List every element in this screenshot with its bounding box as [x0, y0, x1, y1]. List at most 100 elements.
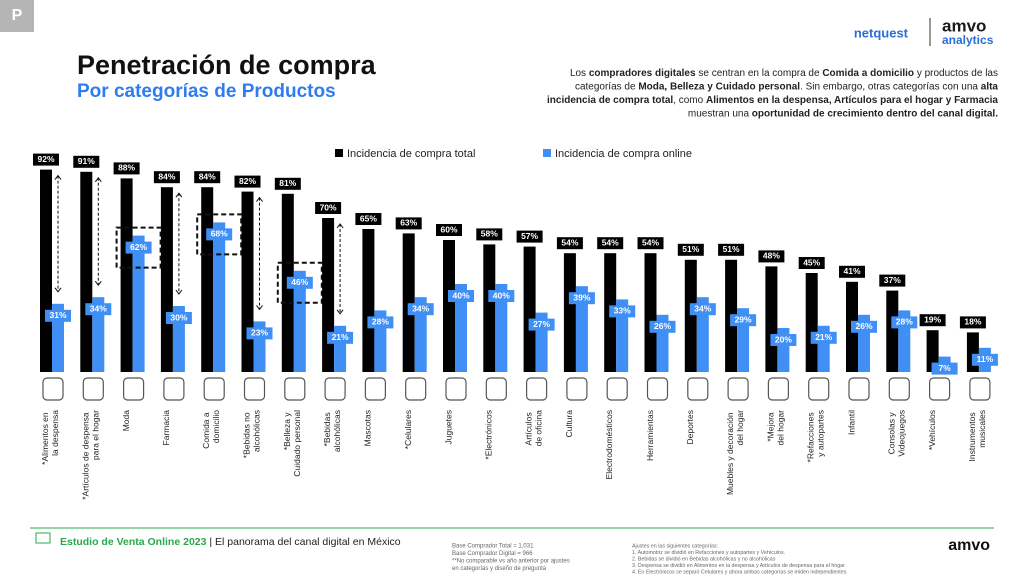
category-icon [969, 377, 991, 401]
value-label: 21% [815, 332, 832, 342]
value-label-bg [286, 276, 313, 289]
category-label-line: Artículos [524, 410, 534, 445]
value-label: 37% [884, 275, 901, 285]
bar [414, 297, 427, 372]
category-label-line: domicilio [211, 410, 221, 443]
category-icon [364, 377, 386, 401]
bar [696, 297, 709, 372]
value-label: 48% [763, 251, 780, 261]
value-label-bg [528, 318, 555, 331]
arrow-head [94, 176, 102, 287]
value-label: 39% [573, 292, 590, 302]
value-label-bg [597, 237, 624, 250]
description-run: en [748, 68, 762, 79]
highlight-box [196, 213, 243, 256]
value-label-bg [234, 175, 261, 188]
category-label-line: *Mejora [766, 410, 776, 442]
category-label-line: *Belleza y [282, 410, 292, 450]
category-icon [122, 377, 145, 401]
bar [575, 286, 588, 372]
base-note: **No comparable vs año anterior por ajus… [452, 559, 570, 565]
bar [92, 297, 105, 372]
bar [523, 246, 536, 372]
value-label-bg [718, 243, 745, 256]
category-icon [928, 377, 951, 401]
description-run: y [946, 95, 954, 106]
value-label: 27% [533, 319, 550, 329]
bar [616, 299, 629, 372]
value-label-bg [637, 237, 664, 250]
category-label-line: del hogar [735, 410, 745, 446]
category-icon [606, 377, 628, 401]
value-label-bg [125, 241, 152, 254]
category-label-line: y autopartes [816, 410, 826, 457]
value-label-bg [677, 243, 704, 256]
category-label: *Electrónicos [484, 410, 494, 460]
title: Penetración de compra [77, 50, 377, 80]
category-label: *Alimentos en la despensa [40, 410, 60, 465]
value-label-bg [891, 316, 918, 329]
category-icon [485, 377, 507, 401]
arrow-head [336, 223, 344, 315]
description-run: compra [772, 68, 808, 79]
description-line: categorías de Moda, Belleza y Cuidado pe… [575, 81, 998, 92]
category-icon [727, 377, 749, 401]
value-label: 68% [211, 229, 228, 239]
bar [644, 253, 657, 372]
value-label-bg [810, 331, 837, 344]
value-label-bg [730, 314, 757, 327]
category-icon [82, 377, 104, 401]
category-label-line: *Artículos de despensa [81, 410, 91, 500]
category-label-line: Consolas y [887, 410, 897, 454]
bar [926, 330, 939, 372]
description-run: canal [937, 108, 965, 119]
value-label-bg [73, 155, 100, 168]
value-label: 11% [977, 354, 994, 364]
category-icon [767, 377, 790, 401]
value-label: 51% [682, 244, 699, 254]
amvo-logo: amvo [942, 16, 986, 35]
value-label-bg [165, 312, 192, 324]
bar [213, 222, 226, 372]
category-label-line: *Bebidas [322, 410, 332, 446]
value-label-bg [315, 202, 342, 214]
value-label-bg [476, 228, 503, 241]
bar [132, 235, 145, 372]
category-label-line: *Bebidas no [242, 410, 252, 458]
description-run: centran [712, 68, 748, 79]
category-icon [405, 377, 427, 401]
value-label-bg [959, 316, 986, 329]
bar [886, 290, 899, 372]
value-label-bg [556, 237, 583, 250]
description-run: como [679, 95, 706, 106]
adjustments: Ajustes en las siguientes categorías:1. … [632, 543, 847, 575]
description-run: de [624, 81, 638, 92]
analytics-logo: analytics [942, 33, 994, 47]
value-label: 65% [360, 213, 377, 223]
description-run: de [808, 68, 822, 79]
bar [322, 218, 335, 372]
value-label-bg [649, 320, 676, 333]
value-label: 34% [412, 303, 429, 313]
bar [455, 284, 467, 372]
value-label-bg [851, 320, 877, 333]
value-label-bg [395, 217, 422, 230]
description-run: total [652, 95, 673, 106]
category-label: Deportes [685, 410, 695, 445]
highlight-box [115, 226, 162, 269]
description-run: de [599, 95, 613, 106]
description-run: personal [758, 81, 800, 92]
category-label-line: *Refacciones [806, 410, 816, 462]
value-label: 91% [78, 156, 95, 166]
footer-amvo-logo: amvo [948, 537, 990, 554]
description-run: domicilio [870, 68, 914, 79]
value-label-bg [246, 327, 273, 340]
bar [483, 244, 496, 372]
legend-label: Incidencia de compra total [347, 148, 475, 160]
description-run: categorías [893, 81, 942, 92]
description-run: digitales [655, 68, 696, 79]
description-run: las [985, 68, 998, 79]
base-note: Base Comprador Total = 1,031 [452, 544, 534, 550]
category-icon [243, 377, 266, 401]
description-run: y [707, 81, 715, 92]
